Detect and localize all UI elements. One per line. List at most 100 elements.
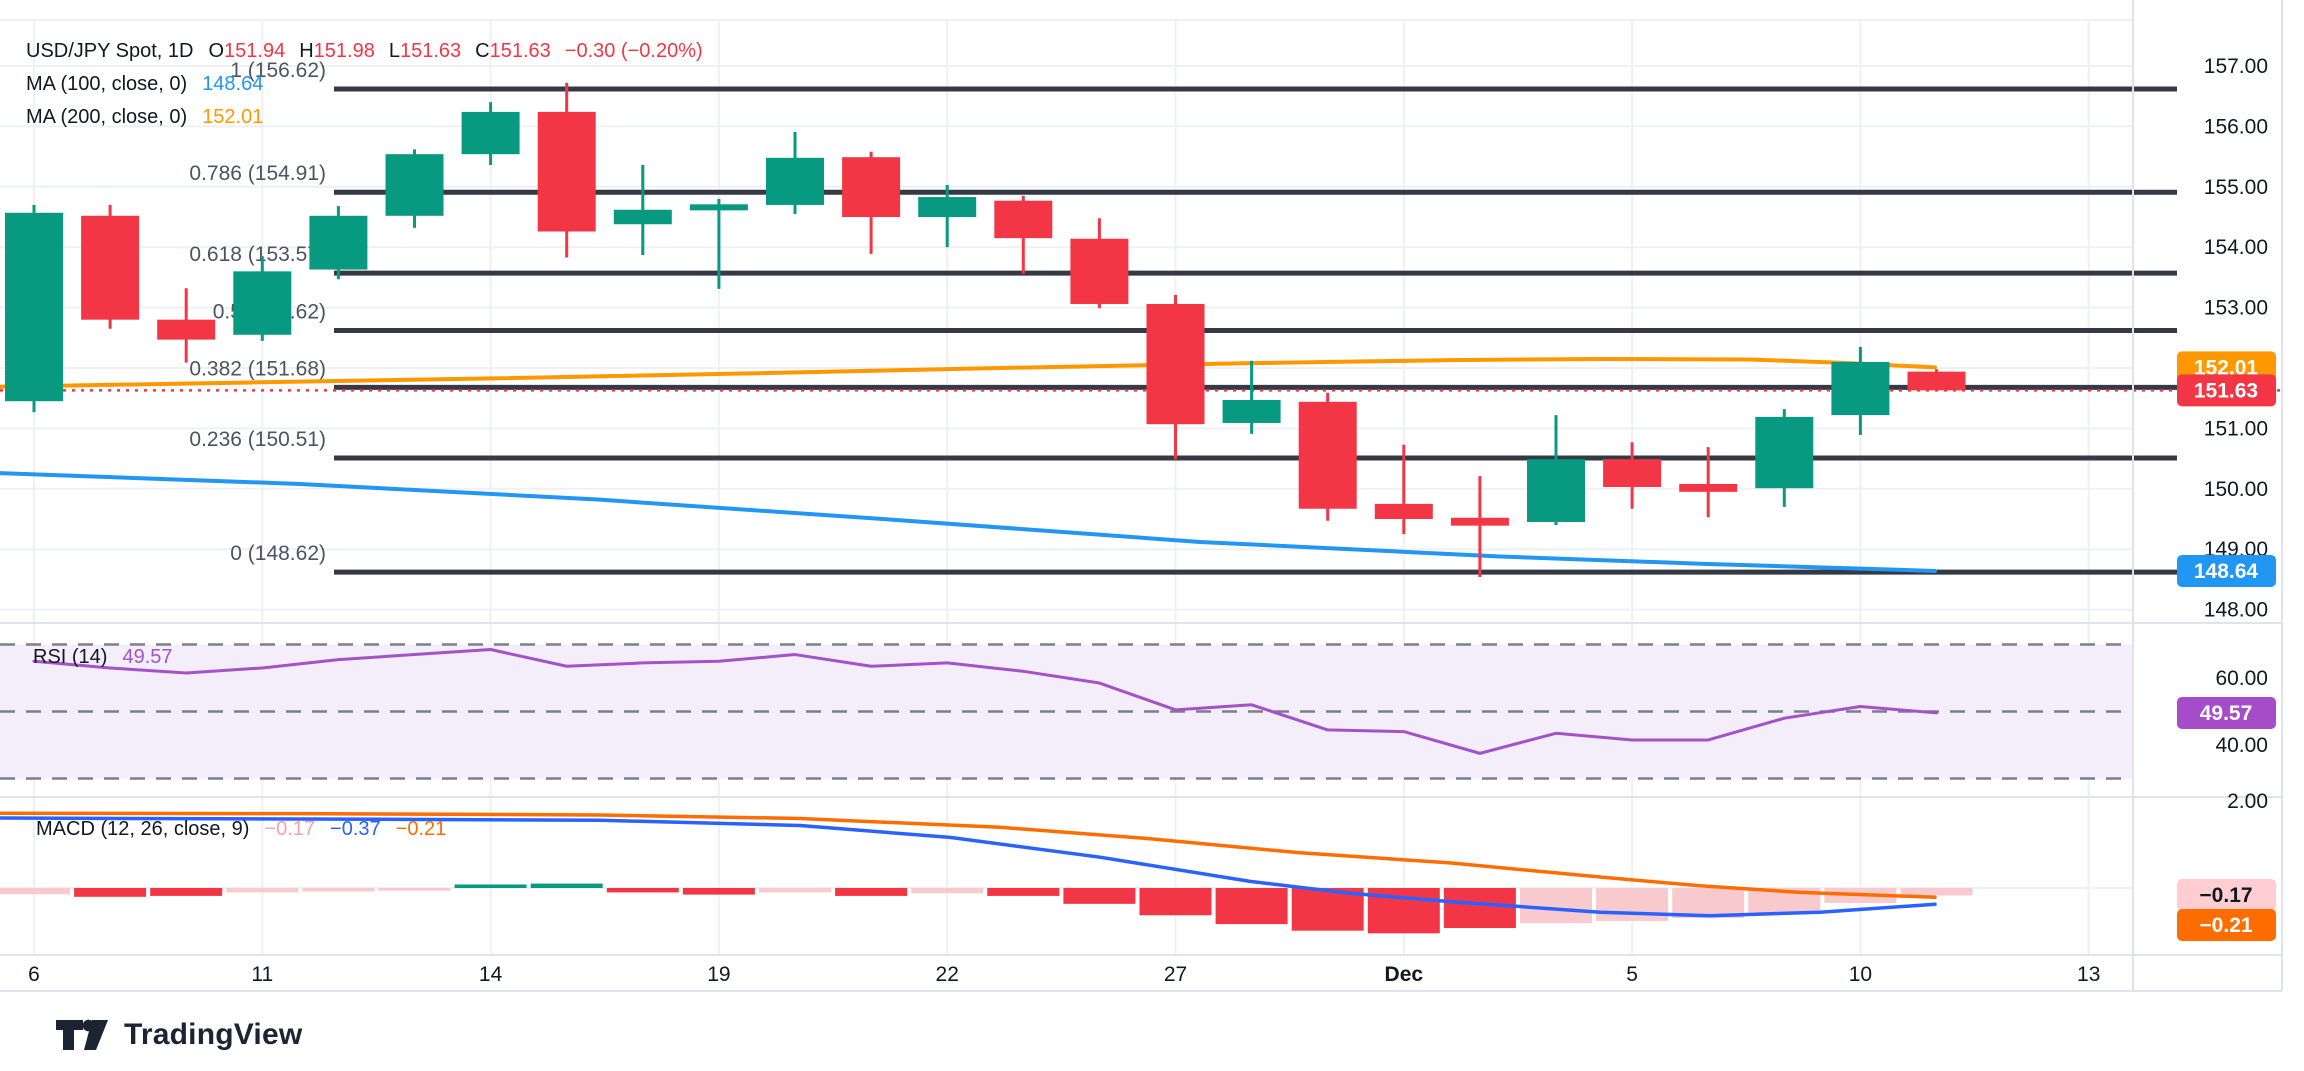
ma200-legend[interactable]: MA (200, close, 0) 152.01 bbox=[26, 106, 278, 129]
price-axis-label: 157.00 bbox=[2204, 55, 2268, 78]
candle-body bbox=[309, 215, 368, 270]
macd-main-line bbox=[0, 816, 1937, 918]
candle-body bbox=[1374, 503, 1433, 519]
candle-body bbox=[1222, 400, 1281, 423]
price-badge-text: 148.64 bbox=[2194, 560, 2259, 583]
macd-histogram-bar bbox=[1596, 888, 1669, 921]
rsi-levels bbox=[0, 643, 2133, 780]
ohlc-open: O151.94 bbox=[208, 40, 286, 62]
macd-hist-value: −0.17 bbox=[264, 818, 316, 840]
price-axis-label: 154.00 bbox=[2204, 236, 2268, 259]
rsi-badge bbox=[2177, 696, 2276, 729]
macd-badge-text: −0.17 bbox=[2199, 884, 2252, 907]
candle-body bbox=[1755, 416, 1814, 489]
macd-histogram-bar bbox=[835, 888, 908, 896]
macd-badge bbox=[2177, 879, 2276, 911]
price-badge bbox=[2177, 554, 2276, 587]
tradingview-logo-icon bbox=[56, 1019, 108, 1050]
price-axis-label: 153.00 bbox=[2204, 297, 2268, 320]
price-axis-label: 148.00 bbox=[2204, 599, 2268, 622]
macd-label: MACD (12, 26, close, 9) bbox=[36, 818, 250, 840]
candle-body bbox=[157, 319, 216, 340]
macd-histogram-bar bbox=[1672, 888, 1745, 918]
rsi-line bbox=[32, 648, 1938, 755]
candle-body bbox=[1450, 517, 1509, 526]
price-badge bbox=[2177, 374, 2276, 407]
price-badge-text: 151.63 bbox=[2194, 379, 2258, 402]
time-axis-label: 6 bbox=[28, 963, 40, 986]
macd-axis-label: 2.00 bbox=[2227, 790, 2268, 813]
candle-body bbox=[5, 212, 63, 402]
ma200-value: 152.01 bbox=[202, 106, 264, 128]
time-axis-label: 13 bbox=[2077, 963, 2100, 986]
candle-body bbox=[689, 204, 748, 211]
rsi bbox=[32, 648, 1938, 755]
macd-histogram-bar bbox=[682, 888, 755, 895]
candle-body bbox=[613, 209, 672, 225]
ohlc-high: H151.98 bbox=[299, 40, 375, 62]
price-axis-label: 155.00 bbox=[2204, 176, 2268, 199]
macd-histogram-bar bbox=[302, 888, 375, 892]
tradingview-logo-text: TradingView bbox=[124, 1018, 303, 1051]
ma200-line bbox=[0, 356, 1937, 389]
candle-body bbox=[842, 157, 901, 217]
tradingview-logo[interactable]: TradingView bbox=[56, 1018, 302, 1052]
time-axis-label: 10 bbox=[1849, 963, 1872, 986]
time-axis-label: 19 bbox=[707, 963, 730, 986]
time-axis-label: 14 bbox=[479, 963, 503, 986]
time-axis-label: 22 bbox=[936, 963, 959, 986]
change-value: −0.30 (−0.20%) bbox=[564, 40, 703, 62]
macd-histogram-bar bbox=[1443, 888, 1516, 929]
rsi-badge-text: 49.57 bbox=[2200, 702, 2253, 725]
time-axis-label: 5 bbox=[1626, 963, 1638, 986]
candle-body bbox=[1146, 303, 1205, 425]
time-axis-label: 27 bbox=[1164, 963, 1187, 986]
ma100-line bbox=[0, 471, 1937, 573]
macd-legend[interactable]: MACD (12, 26, close, 9) −0.17 −0.37 −0.21 bbox=[36, 818, 461, 841]
fib-label: 0.618 (153.57) bbox=[189, 243, 326, 266]
time-axis-label: Dec bbox=[1385, 963, 1424, 986]
ohlc-low: L151.63 bbox=[388, 40, 462, 62]
candle-body bbox=[1070, 238, 1129, 304]
symbol-title: USD/JPY Spot, 1D bbox=[26, 40, 194, 62]
ma100-label: MA (100, close, 0) bbox=[26, 73, 188, 95]
fib-label: 0.382 (151.68) bbox=[189, 357, 326, 380]
rsi-value: 49.57 bbox=[122, 646, 173, 668]
macd-histogram-bar bbox=[1900, 888, 1973, 896]
fib-label: 0 (148.62) bbox=[230, 542, 326, 565]
price-axis-label: 150.00 bbox=[2204, 478, 2268, 501]
moving-averages bbox=[0, 356, 1937, 573]
price-axis[interactable]: 157.00 156.00 155.00 154.00 153.00 151.00 150.… bbox=[2177, 55, 2276, 941]
macd-histogram-bar bbox=[0, 888, 70, 895]
fib-label: 0.786 (154.91) bbox=[189, 162, 326, 185]
macd-histogram-bar bbox=[74, 888, 147, 897]
ma100-legend[interactable]: MA (100, close, 0) 148.64 bbox=[26, 73, 278, 96]
candle-body bbox=[385, 154, 444, 216]
macd-badge bbox=[2177, 909, 2276, 941]
rsi-axis-label: 60.00 bbox=[2215, 667, 2268, 690]
time-axis[interactable]: 6 11 14 19 22 27 Dec 5 10 13 bbox=[28, 963, 2100, 986]
macd bbox=[0, 811, 1973, 934]
price-axis-label: 151.00 bbox=[2204, 417, 2268, 440]
time-axis-label: 11 bbox=[251, 963, 273, 986]
macd-histogram-bar bbox=[150, 888, 223, 896]
macd-signal-line bbox=[0, 811, 1937, 899]
macd-histogram-bar bbox=[1520, 888, 1592, 924]
rsi-legend[interactable]: RSI (14) 49.57 bbox=[33, 646, 188, 669]
candle-body bbox=[1527, 459, 1585, 523]
symbol-ohlc-legend[interactable]: USD/JPY Spot, 1D O151.94 H151.98 L151.63 C15… bbox=[26, 40, 718, 63]
macd-badge-text: −0.21 bbox=[2199, 914, 2252, 937]
fib-label: 0.236 (150.51) bbox=[189, 428, 326, 451]
macd-histogram-bar bbox=[454, 884, 527, 888]
macd-histogram-bar bbox=[606, 888, 679, 893]
candle-body bbox=[1679, 483, 1738, 492]
macd-histogram-bar bbox=[1215, 888, 1288, 925]
macd-line-value: −0.37 bbox=[330, 818, 381, 840]
candle-body bbox=[81, 215, 140, 320]
candle-body bbox=[918, 197, 977, 217]
macd-signal-value: −0.21 bbox=[395, 818, 447, 840]
candle-body bbox=[994, 200, 1053, 239]
